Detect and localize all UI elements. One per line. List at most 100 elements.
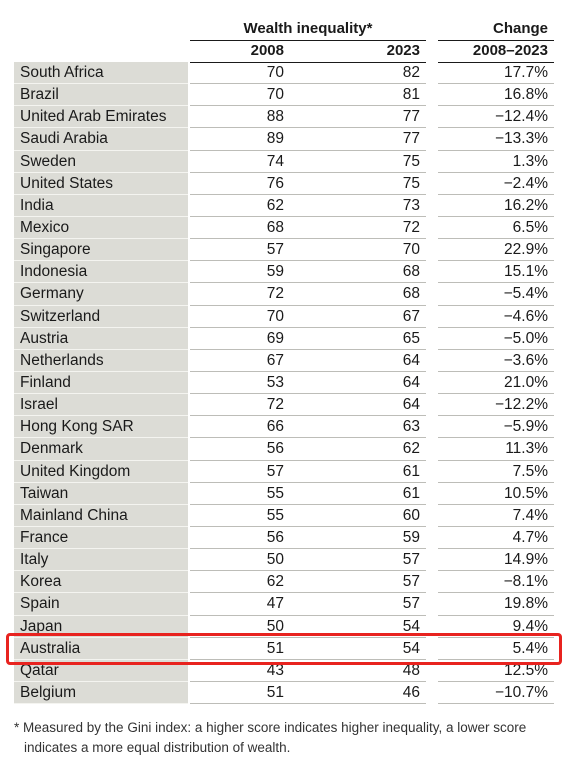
country-cell: Netherlands — [14, 349, 188, 372]
value-2008-cell: 74 — [266, 152, 284, 170]
value-2023-cell: 61 — [402, 484, 420, 502]
change-cell: −12.2% — [494, 396, 548, 414]
country-cell: Italy — [14, 549, 188, 572]
value-2008-cell: 72 — [266, 285, 284, 303]
row-rule — [190, 215, 554, 217]
header-row-group: Wealth inequality* Change — [14, 18, 554, 41]
row-rule-gap — [426, 703, 438, 706]
table-row: Australia 51 54 5.4% — [14, 637, 554, 661]
table-row: Germany 72 68 −5.4% — [14, 283, 554, 307]
country-cell: Hong Kong SAR — [14, 416, 188, 439]
row-rule — [190, 437, 554, 439]
change-cell: −3.6% — [503, 351, 548, 369]
header-change: Change — [492, 20, 548, 37]
country-cell: Qatar — [14, 659, 188, 682]
value-2023-cell: 64 — [402, 396, 420, 414]
row-rule-gap — [426, 326, 438, 329]
row-rule — [190, 171, 554, 173]
row-rule — [190, 481, 554, 483]
inequality-table: Wealth inequality* Change 2008 2023 2008… — [14, 18, 554, 706]
table-body: South Africa 70 82 17.7% Brazil 70 81 16.8% Unit… — [14, 62, 554, 706]
value-2023-cell: 75 — [402, 174, 420, 192]
row-rule — [190, 703, 554, 705]
row-rule-gap — [426, 570, 438, 573]
row-rule-gap — [426, 680, 438, 683]
country-cell: Israel — [14, 394, 188, 417]
row-rule-gap — [426, 437, 438, 440]
value-2023-cell: 63 — [402, 418, 420, 436]
country-cell: United States — [14, 172, 188, 195]
value-2008-cell: 56 — [266, 528, 284, 546]
footnote-line-2: indicates a more equal distribution of w… — [24, 740, 291, 755]
row-rule-gap — [426, 614, 438, 617]
table-row: Spain 47 57 19.8% — [14, 593, 554, 617]
row-rule-gap — [426, 83, 438, 86]
change-cell: −5.0% — [503, 329, 548, 347]
value-2023-cell: 60 — [402, 506, 420, 524]
change-cell: 19.8% — [504, 595, 548, 613]
row-rule — [190, 614, 554, 616]
value-2023-cell: 54 — [402, 617, 420, 635]
value-2023-cell: 70 — [402, 241, 420, 259]
row-rule-gap — [426, 149, 438, 152]
change-cell: −8.1% — [503, 573, 548, 591]
header-change-rule — [438, 40, 554, 41]
country-cell: Sweden — [14, 150, 188, 173]
row-rule — [190, 503, 554, 505]
footnote: * Measured by the Gini index: a higher s… — [14, 718, 574, 758]
change-cell: 22.9% — [504, 241, 548, 259]
value-2023-cell: 46 — [402, 683, 420, 701]
row-rule — [190, 326, 554, 328]
table-row: Israel 72 64 −12.2% — [14, 394, 554, 418]
value-2008-cell: 68 — [266, 218, 284, 236]
row-rule-gap — [426, 105, 438, 108]
country-cell: Austria — [14, 327, 188, 350]
table-row: Taiwan 55 61 10.5% — [14, 482, 554, 506]
change-cell: 7.5% — [512, 462, 548, 480]
change-cell: 16.2% — [504, 196, 548, 214]
change-cell: 5.4% — [512, 639, 548, 657]
change-cell: −5.4% — [503, 285, 548, 303]
country-cell: Switzerland — [14, 305, 188, 328]
table-row: United States 76 75 −2.4% — [14, 172, 554, 196]
value-2008-cell: 62 — [266, 573, 284, 591]
row-rule — [190, 525, 554, 527]
row-rule — [190, 238, 554, 240]
row-rule-gap — [426, 238, 438, 241]
value-2008-cell: 59 — [266, 263, 284, 281]
row-rule — [190, 680, 554, 682]
change-cell: 10.5% — [504, 484, 548, 502]
change-cell: 9.4% — [512, 617, 548, 635]
change-cell: 7.4% — [512, 506, 548, 524]
change-cell: 15.1% — [504, 263, 548, 281]
row-rule — [190, 592, 554, 594]
value-2008-cell: 70 — [266, 307, 284, 325]
value-2008-cell: 55 — [266, 506, 284, 524]
row-rule — [190, 370, 554, 372]
row-rule — [190, 570, 554, 572]
header-row-years: 2008 2023 2008–2023 — [14, 40, 554, 63]
value-2023-cell: 68 — [402, 285, 420, 303]
value-2008-cell: 69 — [266, 329, 284, 347]
country-cell: India — [14, 194, 188, 217]
value-2023-cell: 77 — [402, 108, 420, 126]
value-2023-cell: 64 — [402, 351, 420, 369]
table-row: Finland 53 64 21.0% — [14, 371, 554, 396]
row-rule-gap — [426, 636, 438, 639]
row-rule-gap — [426, 370, 438, 373]
header-year-2008: 2008 — [250, 42, 284, 59]
value-2008-cell: 50 — [266, 617, 284, 635]
value-2023-cell: 75 — [402, 152, 420, 170]
value-2023-cell: 48 — [402, 661, 420, 679]
value-2023-cell: 59 — [402, 528, 420, 546]
value-2023-cell: 57 — [402, 551, 420, 569]
country-cell: Spain — [14, 593, 188, 616]
value-2008-cell: 43 — [266, 661, 284, 679]
value-2008-cell: 57 — [266, 241, 284, 259]
value-2008-cell: 51 — [266, 683, 284, 701]
table-row: Japan 50 54 9.4% — [14, 615, 554, 639]
table-row: South Africa 70 82 17.7% — [14, 62, 554, 86]
table-row: Brazil 70 81 16.8% — [14, 84, 554, 108]
value-2023-cell: 73 — [402, 196, 420, 214]
change-cell: 12.5% — [504, 661, 548, 679]
